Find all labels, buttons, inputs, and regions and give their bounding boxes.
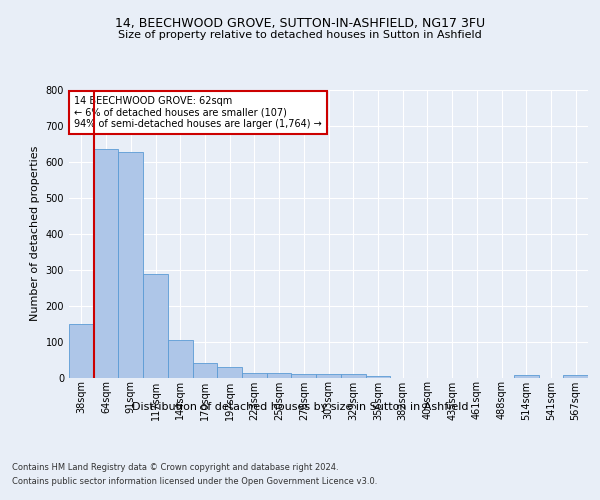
Bar [69, 324, 94, 378]
Text: Contains public sector information licensed under the Open Government Licence v3: Contains public sector information licen… [12, 478, 377, 486]
Bar [193, 363, 217, 378]
Bar [292, 374, 316, 378]
Text: Distribution of detached houses by size in Sutton in Ashfield: Distribution of detached houses by size … [132, 402, 468, 412]
Bar [242, 373, 267, 378]
Bar [94, 150, 118, 378]
Text: 14 BEECHWOOD GROVE: 62sqm
← 6% of detached houses are smaller (107)
94% of semi-: 14 BEECHWOOD GROVE: 62sqm ← 6% of detach… [74, 96, 322, 129]
Bar [217, 368, 242, 378]
Bar [341, 374, 365, 378]
Bar [143, 274, 168, 378]
Bar [563, 374, 588, 378]
Text: Contains HM Land Registry data © Crown copyright and database right 2024.: Contains HM Land Registry data © Crown c… [12, 462, 338, 471]
Bar [514, 374, 539, 378]
Text: 14, BEECHWOOD GROVE, SUTTON-IN-ASHFIELD, NG17 3FU: 14, BEECHWOOD GROVE, SUTTON-IN-ASHFIELD,… [115, 18, 485, 30]
Bar [118, 152, 143, 378]
Text: Size of property relative to detached houses in Sutton in Ashfield: Size of property relative to detached ho… [118, 30, 482, 40]
Y-axis label: Number of detached properties: Number of detached properties [30, 146, 40, 322]
Bar [365, 376, 390, 378]
Bar [168, 340, 193, 378]
Bar [316, 374, 341, 378]
Bar [267, 373, 292, 378]
